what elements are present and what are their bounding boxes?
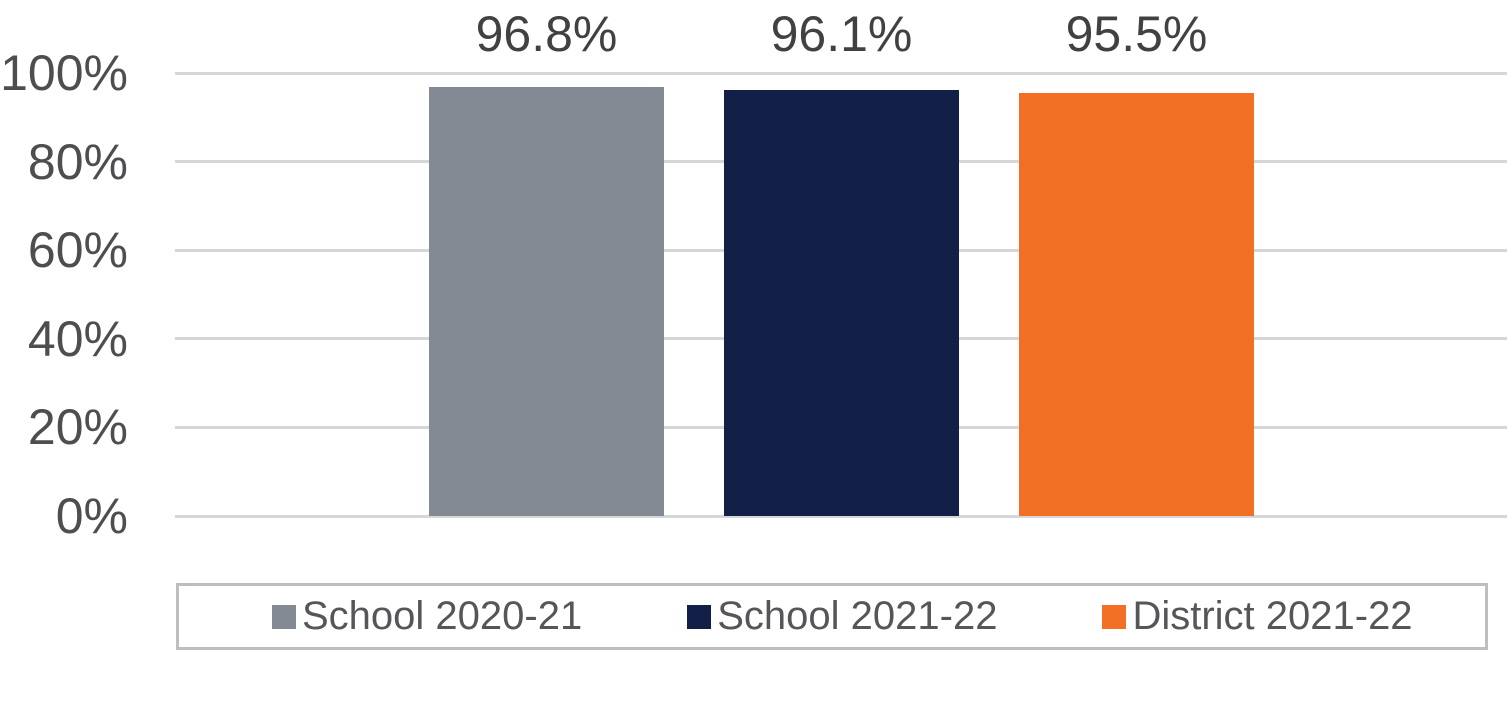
bar-value-label-school-2021-22: 96.1% bbox=[770, 6, 913, 62]
y-tick-label-100: 100% bbox=[0, 45, 128, 101]
plot-area: 0% 20% 40% 60% 80% 100% 96.8% 96.1% 95.5% bbox=[0, 6, 1507, 544]
bar-district-2021-22 bbox=[1019, 92, 1254, 516]
legend-item-district-2021-22: District 2021-22 bbox=[1102, 594, 1413, 639]
legend-item-school-2021-22: School 2021-22 bbox=[687, 594, 997, 639]
legend-label-school-2021-22: School 2021-22 bbox=[717, 594, 998, 638]
y-tick-label-60: 60% bbox=[27, 222, 128, 279]
legend-marker-school-2020-21-icon bbox=[272, 604, 296, 629]
y-tick-label-20: 20% bbox=[27, 399, 128, 456]
gridline-100 bbox=[175, 71, 1507, 75]
legend-label-district-2021-22: District 2021-22 bbox=[1132, 594, 1413, 638]
bar-school-2021-22 bbox=[724, 90, 959, 516]
gridline-0 bbox=[175, 514, 1507, 518]
y-tick-label-80: 80% bbox=[27, 133, 128, 190]
legend-item-school-2020-21: School 2020-21 bbox=[272, 594, 582, 639]
y-tick-label-40: 40% bbox=[27, 310, 128, 367]
bar-value-label-district-2021-22: 95.5% bbox=[1065, 6, 1208, 62]
legend-label-school-2020-21: School 2020-21 bbox=[302, 594, 583, 638]
y-tick-label-0: 0% bbox=[55, 488, 128, 544]
bar-value-label-school-2020-21: 96.8% bbox=[475, 6, 618, 62]
legend: School 2020-21 School 2021-22 District 2… bbox=[176, 583, 1488, 650]
bar-school-2020-21 bbox=[429, 87, 664, 516]
legend-marker-district-2021-22-icon bbox=[1102, 604, 1127, 629]
legend-marker-school-2021-22-icon bbox=[687, 604, 712, 629]
